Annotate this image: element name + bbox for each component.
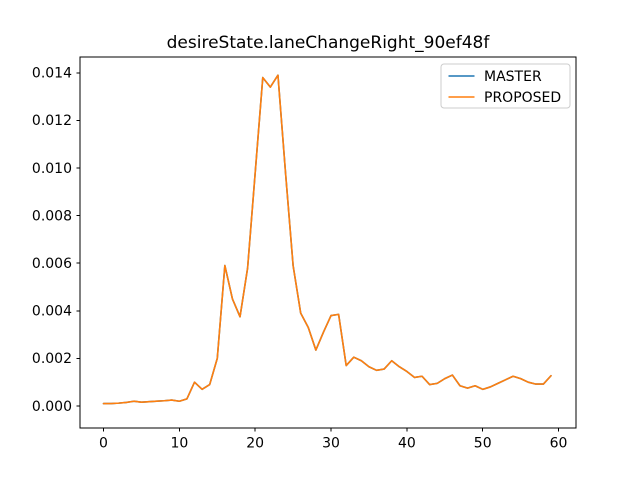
legend-label-master: MASTER [484, 69, 542, 85]
x-axis: 0 10 20 30 40 50 60 [99, 428, 567, 452]
x-tick-label: 30 [322, 436, 340, 452]
y-tick-label: 0.004 [32, 304, 72, 320]
y-tick-label: 0.008 [32, 208, 72, 224]
y-tick-label: 0.014 [32, 66, 72, 82]
y-tick-label: 0.000 [32, 399, 72, 415]
y-tick-label: 0.006 [32, 256, 72, 272]
axes-frame [79, 56, 577, 429]
x-tick-label: 0 [99, 436, 108, 452]
plot-lines [102, 74, 552, 405]
legend: MASTER PROPOSED [440, 63, 571, 109]
x-tick-label: 20 [246, 436, 264, 452]
x-tick-label: 10 [170, 436, 188, 452]
y-tick-label: 0.012 [32, 113, 72, 129]
x-tick-label: 60 [550, 436, 568, 452]
x-tick-label: 40 [398, 436, 416, 452]
y-tick-label: 0.010 [32, 161, 72, 177]
y-tick-label: 0.002 [32, 351, 72, 367]
x-tick-label: 50 [474, 436, 492, 452]
master-line [102, 74, 552, 405]
y-axis: 0.000 0.002 0.004 0.006 0.008 0.010 0.012 0.014 [32, 66, 80, 415]
proposed-line [102, 74, 552, 405]
chart-title: desireState.laneChangeRight_90ef48f [167, 33, 491, 53]
legend-label-proposed: PROPOSED [484, 90, 561, 106]
